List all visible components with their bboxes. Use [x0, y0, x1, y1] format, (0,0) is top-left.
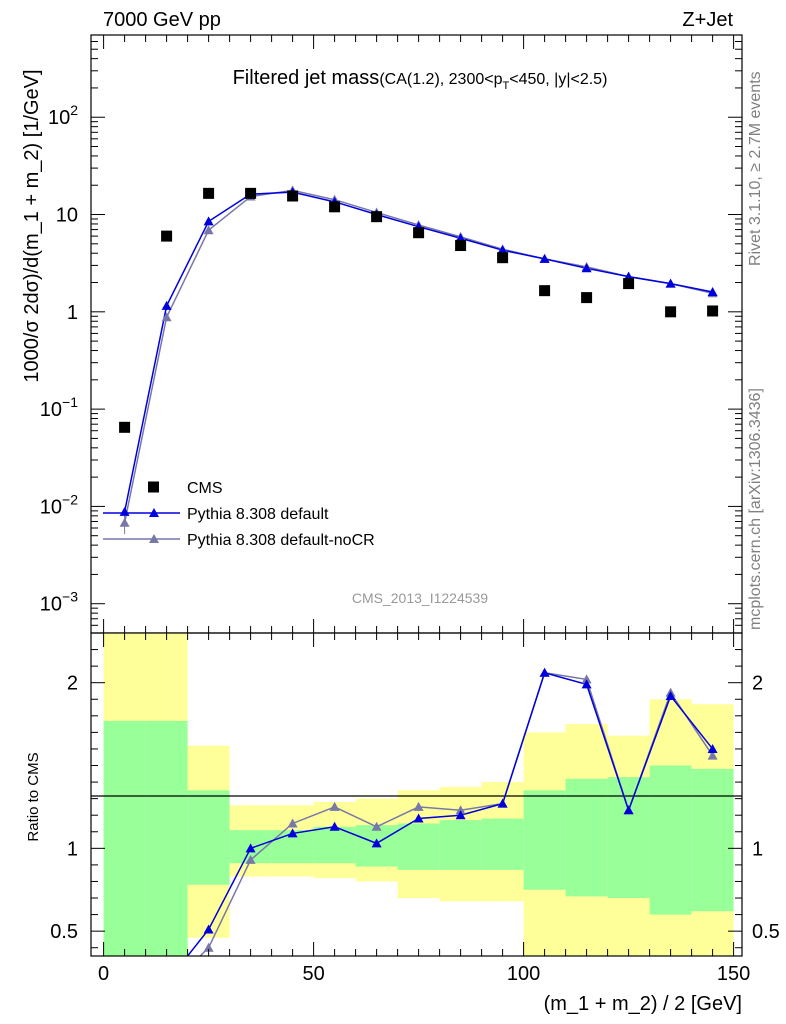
data-point: [413, 227, 425, 239]
x-tick-label: 0: [98, 963, 109, 985]
ratio-marker: [203, 942, 214, 952]
uncertainty-band-inner: [145, 720, 188, 956]
series-marker: [581, 263, 592, 273]
data-point: [539, 285, 551, 297]
series-marker: [161, 300, 172, 310]
y-tick-label: 1: [67, 302, 78, 324]
data-point: [581, 292, 593, 304]
uncertainty-band-inner: [607, 777, 650, 899]
ratio-panel: 0.5 0.5 1 1 2 2 0 50 100 150 Ratio to CMS (m_1 + …: [25, 632, 780, 1015]
data-point: [665, 306, 677, 318]
ratio-marker: [623, 805, 634, 815]
main-title: Filtered jet mass(CA(1.2), 2300<pT<450, …: [233, 67, 608, 92]
legend-marker: [149, 534, 159, 543]
ratio-marker: [707, 743, 718, 753]
ratio-y-tick-label-right: 0.5: [752, 921, 780, 943]
series-marker: [707, 286, 718, 296]
ratio-marker: [413, 813, 424, 823]
data-point: [119, 421, 131, 433]
y-tick-label: 102: [48, 102, 78, 129]
series-marker: [665, 278, 676, 288]
series-marker: [497, 245, 508, 255]
ratio-marker: [329, 801, 340, 811]
ratio-marker: [539, 667, 550, 677]
series-marker: [203, 216, 214, 226]
process-label: Z+Jet: [682, 9, 733, 31]
data-point: [245, 187, 257, 199]
data-point: [497, 252, 509, 264]
series-marker: [539, 253, 550, 263]
ratio-marker: [581, 674, 592, 684]
ratio-y-tick-label: 0.5: [50, 921, 78, 943]
data-point: [623, 278, 635, 290]
series-marker: [161, 312, 172, 322]
ratio-marker: [371, 838, 382, 848]
ratio-ylabel: Ratio to CMS: [25, 752, 42, 841]
data-point: [161, 230, 173, 242]
series-marker: [119, 517, 130, 527]
uncertainty-band-inner: [187, 790, 230, 885]
ratio-marker: [455, 805, 466, 815]
ratio-marker: [203, 924, 214, 934]
uncertainty-band-inner: [691, 768, 734, 912]
legend-label: CMS: [187, 480, 223, 497]
ratio-y-tick-label: 1: [67, 838, 78, 860]
mcplots-label: mcplots.cern.ch [arXiv:1306.3436]: [747, 388, 764, 630]
ratio-y-tick-label-right: 1: [752, 838, 763, 860]
ratio-y-tick-label-right: 2: [752, 673, 763, 695]
x-tick-label: 50: [302, 963, 324, 985]
legend: CMS Pythia 8.308 default Pythia 8.308 defa…: [103, 480, 375, 549]
x-tick-label: 150: [717, 963, 750, 985]
series-line: [123, 191, 713, 512]
ratio-marker: [371, 821, 382, 831]
series-line: [123, 189, 713, 523]
y-tick-label: 10: [56, 205, 78, 227]
ratio-marker: [581, 679, 592, 689]
data-point: [287, 190, 299, 202]
rivet-label: Rivet 3.1.10, ≥ 2.7M events: [747, 71, 764, 266]
ratio-marker: [455, 810, 466, 820]
ratio-y-tick-label: 2: [67, 673, 78, 695]
ratio-marker: [287, 818, 298, 828]
legend-label: Pythia 8.308 default-noCR: [187, 532, 375, 549]
analysis-label: CMS_2013_I1224539: [352, 590, 488, 606]
main-panel: 10−3 10−2 10−1 1 10 102 Filtered jet mass(CA(…: [21, 34, 743, 634]
ratio-series-group: [186, 667, 718, 956]
ratio-marker: [329, 821, 340, 831]
uncertainty-band-inner: [439, 820, 482, 870]
legend-marker: [149, 508, 159, 517]
ratio-marker: [665, 690, 676, 700]
ratio-xlabel: (m_1 + m_2) / 2 [GeV]: [544, 993, 742, 1015]
legend-marker: [148, 481, 159, 493]
ratio-marker: [497, 798, 508, 808]
ratio-marker: [707, 750, 718, 760]
uncertainty-band-inner: [649, 765, 692, 915]
uncertainty-band-inner: [565, 778, 608, 897]
uncertainty-band-inner: [523, 790, 566, 890]
main-ylabel: 1000/σ 2dσ)/d(m_1 + m_2) [1/GeV]: [21, 69, 43, 382]
x-tick-label: 100: [507, 963, 540, 985]
series-marker: [455, 233, 466, 243]
series-marker: [203, 225, 214, 235]
data-point: [455, 240, 467, 252]
y-tick-label: 10−3: [40, 589, 78, 616]
data-point: [203, 187, 215, 199]
energy-label: 7000 GeV pp: [103, 9, 221, 31]
data-point: [329, 201, 341, 213]
ratio-marker: [287, 828, 298, 838]
uncertainty-band-inner: [481, 818, 524, 870]
ratio-marker: [413, 801, 424, 811]
y-tick-label: 10−2: [40, 491, 78, 518]
ratio-frame: [90, 632, 743, 957]
ratio-marker: [245, 854, 256, 864]
data-point: [371, 211, 383, 223]
uncertainty-band-inner: [103, 720, 146, 956]
data-point: [707, 305, 719, 317]
y-tick-label: 10−1: [40, 394, 78, 421]
legend-label: Pythia 8.308 default: [187, 506, 329, 523]
uncertainty-band-inner: [397, 823, 440, 870]
ratio-marker: [245, 843, 256, 853]
